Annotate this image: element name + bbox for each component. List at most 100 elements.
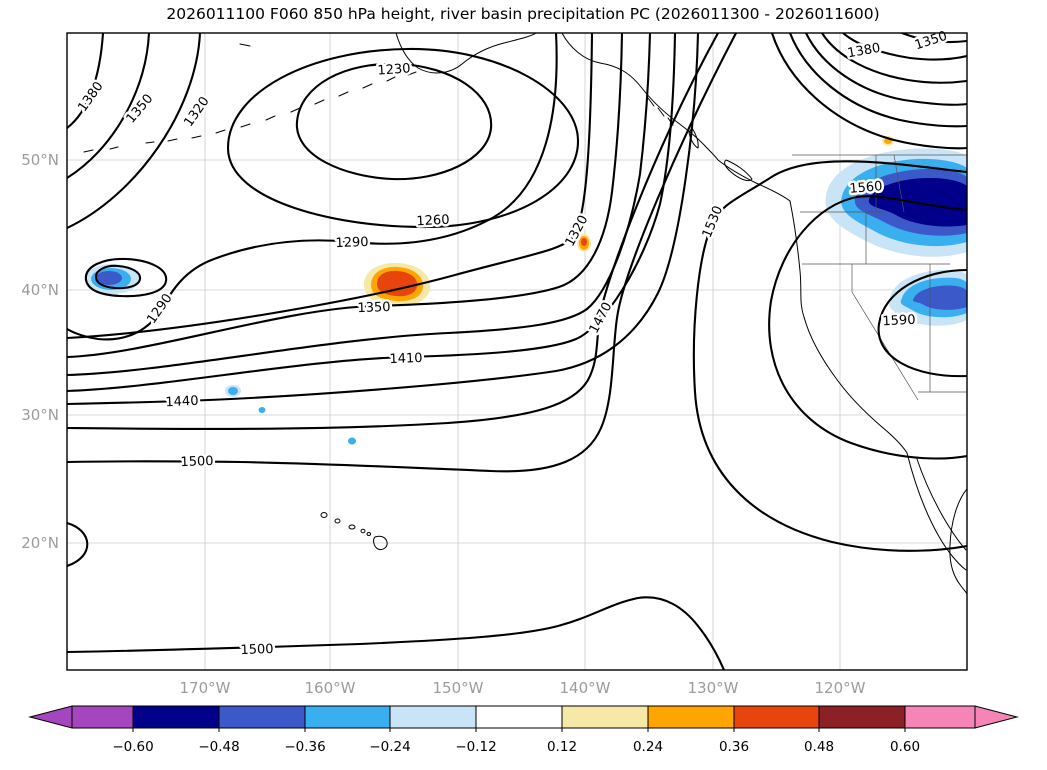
- contour-1230: [295, 62, 493, 181]
- lon-tick-label: 120°W: [815, 679, 866, 697]
- colorbar-cell: [904, 705, 976, 729]
- lon-tick-label: 130°W: [688, 679, 739, 697]
- contour-s-1470: [67, 33, 720, 431]
- contour-s-1500: [67, 33, 738, 473]
- contour-label: 1380: [75, 79, 106, 115]
- lon-tick-label: 170°W: [180, 679, 231, 697]
- colorbar-tick-label: 0.36: [719, 739, 749, 755]
- contour-nw-1350: [67, 33, 151, 180]
- contour-label: 1290: [144, 291, 175, 327]
- colorbar-tick-label: −0.36: [284, 739, 325, 755]
- colorbar-tick-label: 0.60: [890, 739, 920, 755]
- lat-tick-label: 20°N: [21, 534, 59, 552]
- coastlines: [83, 33, 967, 595]
- contour-wrap-1530: [692, 160, 967, 552]
- colorbar-cell: [218, 705, 306, 729]
- contour-label: 1500: [180, 454, 214, 470]
- coast-alaska-west: [395, 33, 537, 74]
- contour-label: 1410: [389, 351, 423, 367]
- colorbar-cell: [71, 705, 134, 729]
- lat-tick-label: 40°N: [21, 281, 59, 299]
- coast-hawaii: [320, 512, 388, 550]
- coast-se-alaska-islands: [647, 97, 674, 126]
- contour-label: 1590: [882, 313, 916, 330]
- height-contours: [67, 33, 967, 670]
- contour-wrap-1560: [768, 195, 967, 460]
- shade-dot-3: [348, 437, 356, 445]
- contour-s-1410: [67, 33, 677, 393]
- contour-label: 1260: [416, 213, 450, 230]
- political-borders: [792, 154, 967, 401]
- contour-ne-1380: [841, 33, 967, 61]
- border-wa-id: [865, 155, 877, 264]
- shade-west-core: [96, 271, 122, 285]
- colorbar-cell: [647, 705, 735, 729]
- contour-label: 1500: [240, 642, 274, 658]
- lat-tick-label: 50°N: [21, 151, 59, 169]
- axis-tick-labels: 50°N 40°N 30°N 20°N 170°W 160°W 150°W 140°W 130°…: [21, 151, 865, 697]
- contour-s-1440: [67, 33, 700, 406]
- figure-title: 2026011100 F060 850 hPa height, river ba…: [166, 5, 879, 23]
- contour-west-low-outer: [84, 257, 168, 298]
- coast-haida-gwaii: [688, 127, 699, 149]
- contour-sw-arc: [67, 521, 89, 568]
- colorbar-tick-label: −0.12: [455, 739, 496, 755]
- contour-s-1350: [67, 33, 624, 359]
- contour-ne-1470: [788, 33, 967, 128]
- contour-loop-1590: [877, 268, 967, 378]
- shade-spot-core: [581, 238, 587, 246]
- coast-west-islets: [83, 43, 251, 153]
- colorbar-cell: [561, 705, 649, 729]
- contour-bottom-1500: [67, 596, 726, 670]
- contour-label: 1320: [181, 94, 212, 130]
- lat-tick-label: 30°N: [21, 406, 59, 424]
- colorbar-tick-label: 0.12: [547, 739, 577, 755]
- contour-label: 1380: [846, 41, 881, 62]
- coast-mexico-mainland: [949, 488, 967, 595]
- coast-aleutian-islands: [145, 71, 417, 144]
- coast-baja-outer: [906, 452, 967, 571]
- contour-label: 1440: [165, 394, 199, 411]
- contour-nw-1320: [67, 33, 202, 230]
- contour-ne-1350: [900, 33, 967, 44]
- colorbar-cell: [818, 705, 906, 729]
- colorbar-cell: [733, 705, 820, 729]
- contour-label: 1530: [700, 204, 726, 240]
- colorbar-tick-label: −0.24: [369, 739, 410, 755]
- coast-baja-inner: [916, 458, 967, 551]
- colorbar-cell: [132, 705, 220, 729]
- coast-vancouver-island: [724, 159, 753, 182]
- plot-frame: [66, 32, 968, 671]
- colorbar-tick-label: 0.48: [804, 739, 834, 755]
- lon-tick-label: 140°W: [560, 679, 611, 697]
- border-ca-nv: [851, 264, 919, 401]
- colorbar-arrow-right: [974, 705, 1019, 729]
- shade-positive-core: [377, 270, 418, 297]
- border-nv-ut: [918, 264, 967, 393]
- contour-ne-1440: [804, 33, 967, 106]
- colorbar-cell: [389, 705, 477, 729]
- colorbar-tick-label: −0.60: [112, 739, 153, 755]
- colorbar-tick-label: 0.24: [633, 739, 663, 755]
- contour-1260: [226, 47, 580, 229]
- contour-ne-1410: [820, 33, 967, 84]
- lon-tick-label: 160°W: [305, 679, 356, 697]
- shade-basin-blue: [912, 285, 967, 310]
- contour-nw-1380: [67, 33, 105, 130]
- contour-label: 1350: [357, 300, 391, 316]
- contour-1290: [67, 33, 558, 341]
- contour-label: 1230: [377, 61, 411, 78]
- contour-label: 1290: [335, 235, 369, 251]
- contour-label: 1560: [849, 179, 883, 197]
- coast-us-west: [789, 200, 908, 454]
- colorbar-arrow-left: [28, 705, 73, 729]
- colorbar-cell: [475, 705, 563, 729]
- contour-ne-1500: [770, 33, 967, 150]
- contour-s-1320: [67, 33, 594, 340]
- lon-tick-label: 150°W: [433, 679, 484, 697]
- contour-s-1380: [67, 33, 652, 377]
- colorbar: −0.60 −0.48 −0.36 −0.24 −0.12 0.12 0.24 0.36 0.4…: [28, 705, 1019, 755]
